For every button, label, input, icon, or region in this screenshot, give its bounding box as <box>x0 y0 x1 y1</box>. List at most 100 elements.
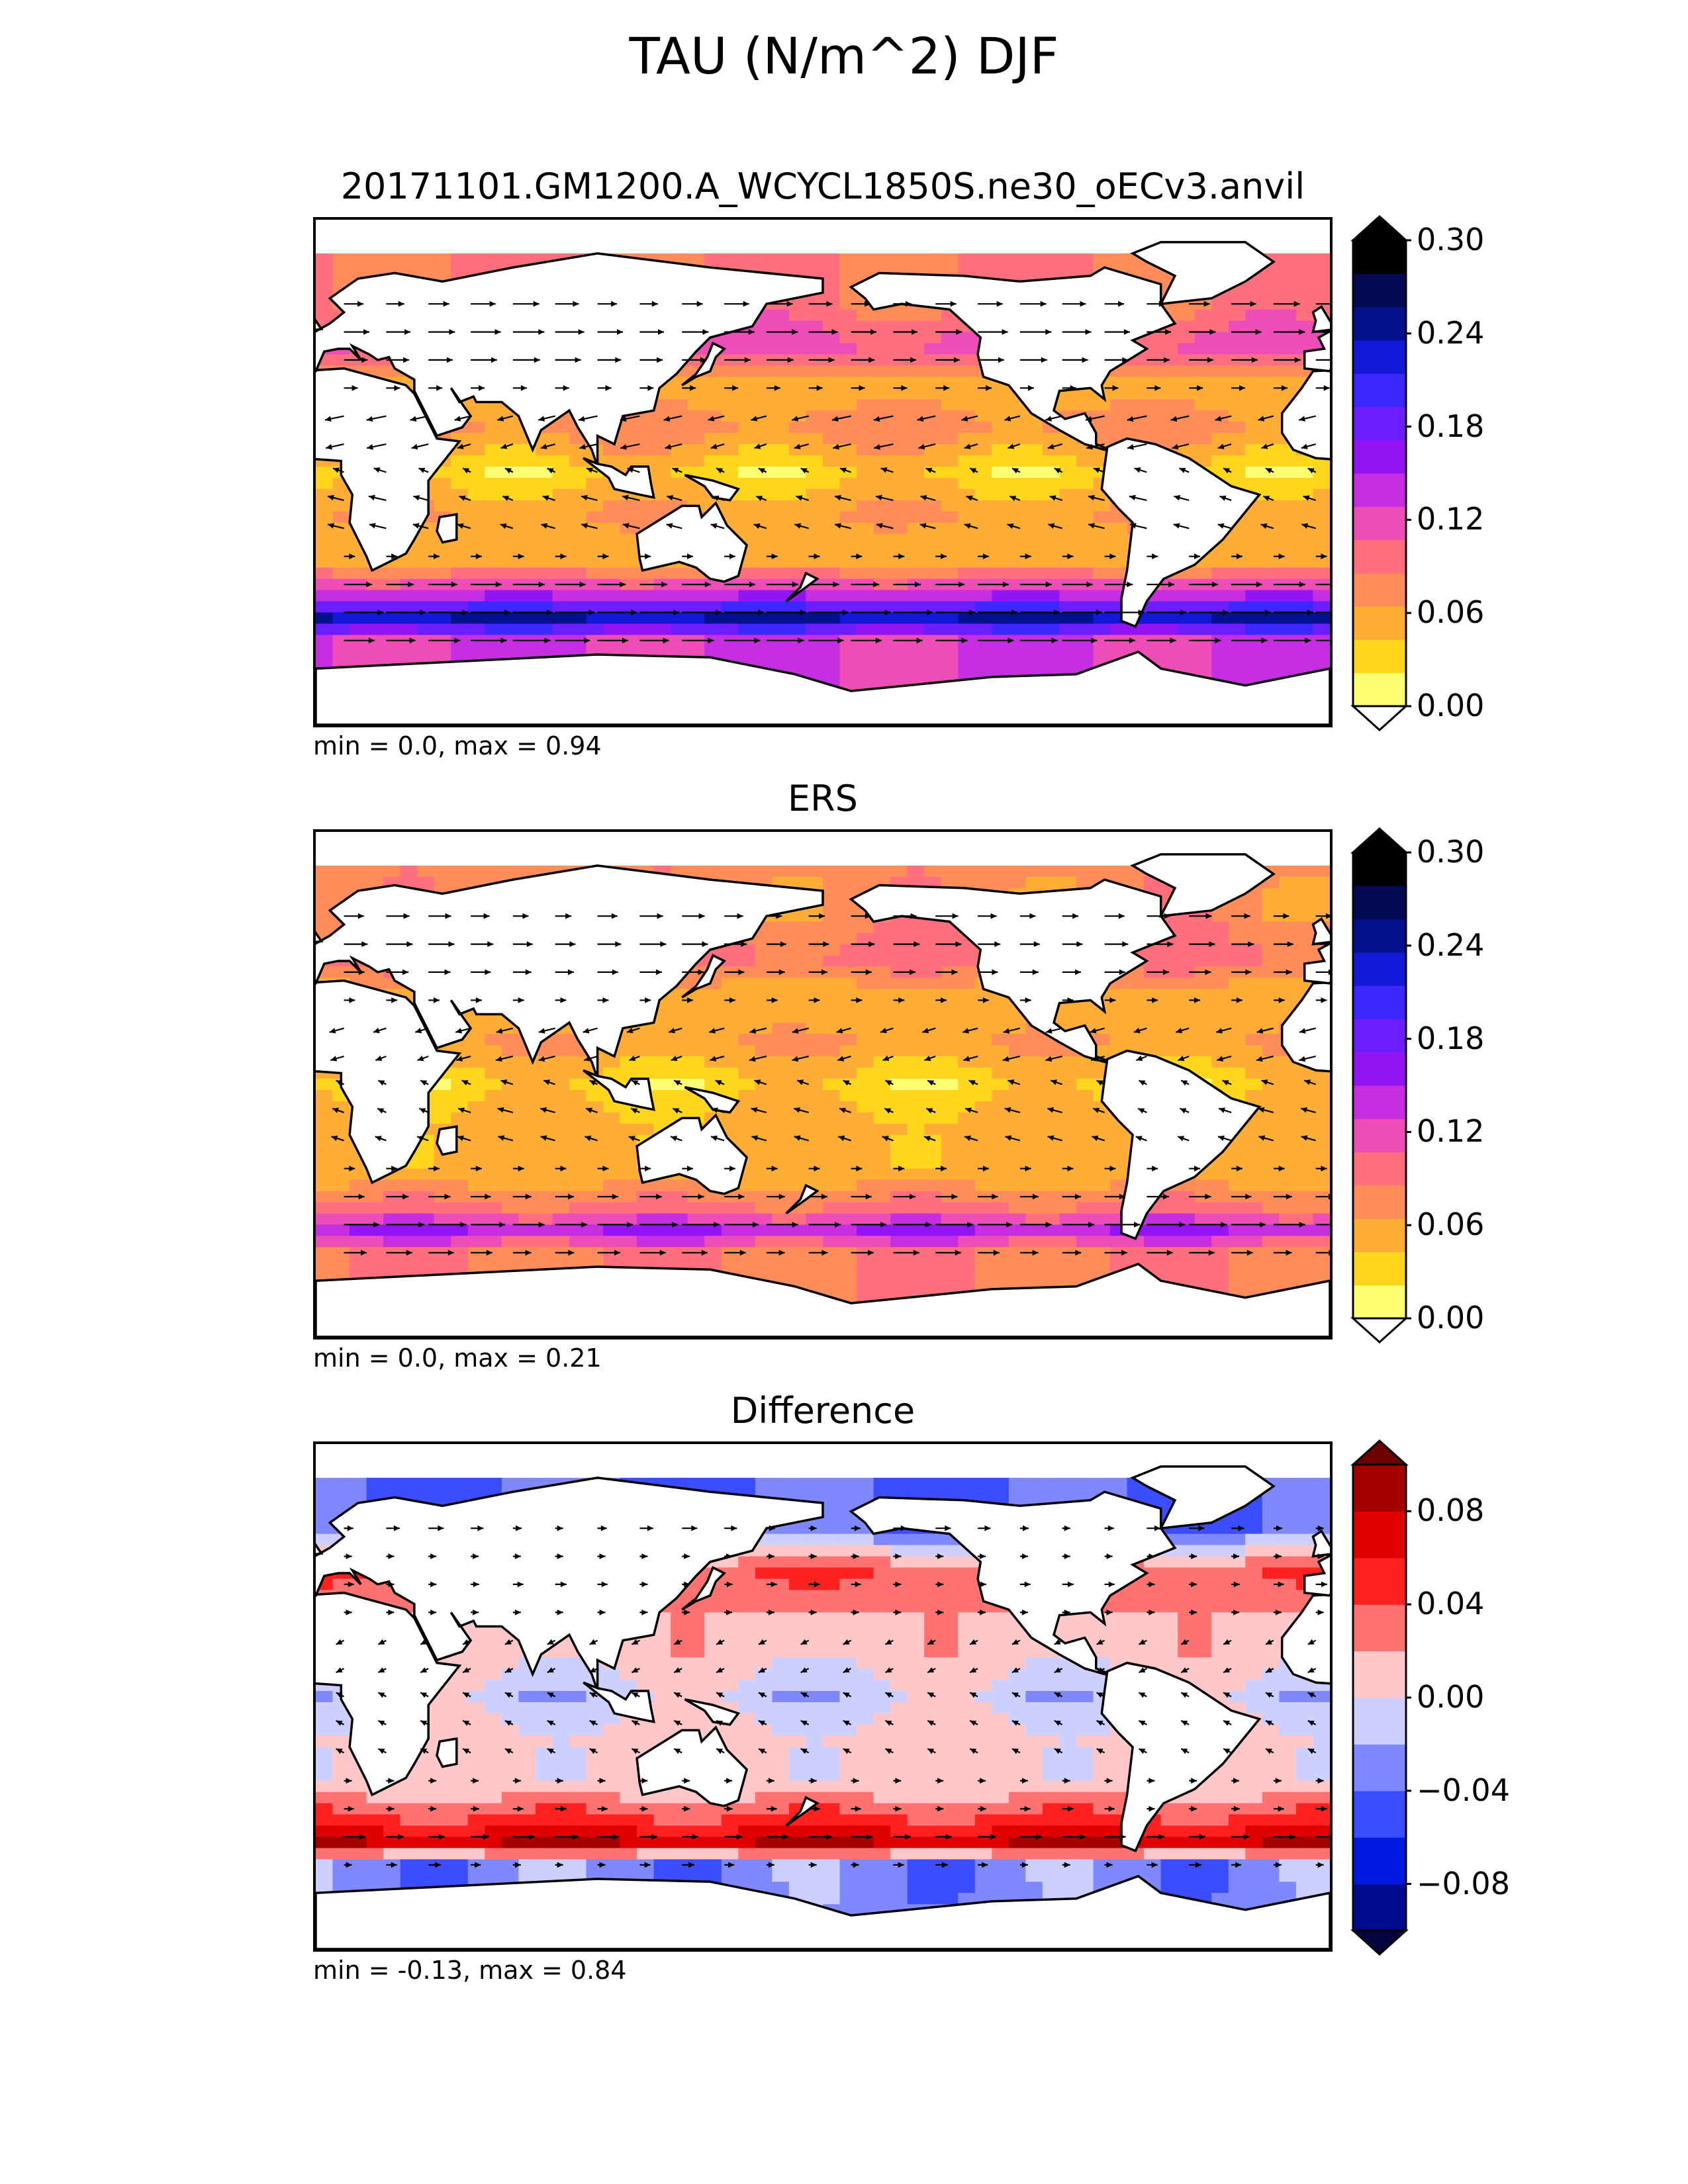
model-cell <box>1194 365 1212 378</box>
model-cell <box>788 444 807 456</box>
ers-cell <box>485 1213 502 1226</box>
model-vector-head <box>1085 416 1092 422</box>
ers-cell <box>806 1056 823 1068</box>
model-cell <box>1093 612 1111 625</box>
ers-cell <box>806 1112 823 1124</box>
model-cell <box>806 601 823 614</box>
model-vector-head <box>479 385 485 391</box>
ers-cell <box>332 1191 350 1203</box>
ers-cell <box>839 876 857 889</box>
model-cell <box>1042 433 1060 445</box>
ers-cell <box>400 1224 418 1237</box>
model-cell <box>958 646 976 659</box>
model-cell <box>958 354 976 367</box>
ers-cell <box>653 1034 671 1046</box>
ers-cell <box>958 966 976 979</box>
model-vector-head <box>449 329 455 335</box>
model-cell <box>907 533 925 546</box>
model-cell <box>467 612 486 625</box>
model-cell <box>1228 365 1246 378</box>
model-cell <box>366 264 384 277</box>
model-cell <box>907 343 925 355</box>
model-cell <box>467 646 486 659</box>
ers-cell <box>941 1000 959 1013</box>
ers-cell <box>924 1011 942 1024</box>
model-colorbar-segment <box>1353 639 1406 674</box>
ers-cell <box>958 1090 976 1102</box>
panel-title-ers: ERS <box>788 778 858 819</box>
model-cell <box>755 332 773 344</box>
model-cell <box>350 567 367 580</box>
model-cell <box>687 623 705 636</box>
model-cell <box>518 500 536 512</box>
model-cell <box>671 455 688 467</box>
model-vector-head <box>1045 329 1052 335</box>
model-colorbar-extend-high <box>1350 215 1409 242</box>
model-cell <box>535 500 553 512</box>
ers-cell <box>316 1079 334 1091</box>
model-cell <box>1042 455 1060 467</box>
model-cell <box>1042 511 1060 523</box>
ers-cell <box>941 978 959 990</box>
ers-cell <box>823 1202 841 1214</box>
model-cell <box>907 556 925 569</box>
ers-cell <box>1211 910 1229 923</box>
ers-cell <box>518 1112 536 1124</box>
model-cell <box>839 522 857 535</box>
ers-cell <box>467 1123 486 1136</box>
ers-cell <box>1076 1134 1094 1147</box>
ers-cell <box>1228 933 1246 945</box>
model-vector-head <box>998 357 1004 363</box>
model-cell <box>434 500 451 512</box>
ers-cell <box>974 1023 993 1034</box>
model-cell <box>839 433 857 445</box>
model-cell <box>501 545 520 557</box>
model-cell <box>671 646 688 659</box>
model-cell <box>501 478 520 490</box>
model-cell <box>586 511 604 523</box>
model-cell <box>958 343 976 355</box>
model-cell <box>400 623 418 636</box>
ers-cell <box>603 1157 621 1169</box>
model-cell <box>1228 422 1246 433</box>
model-cell <box>366 612 384 625</box>
model-cell <box>772 320 790 333</box>
model-cell <box>1313 264 1330 277</box>
ers-cell <box>704 1011 722 1024</box>
ers-cell <box>823 978 841 990</box>
model-cell <box>417 635 435 647</box>
model-cell <box>958 668 976 680</box>
ers-cell <box>1160 1000 1178 1013</box>
model-vector-head <box>1053 610 1060 615</box>
model-vector-head <box>696 300 703 307</box>
model-cell <box>332 533 350 546</box>
ers-cell <box>772 1056 790 1068</box>
model-cell <box>806 433 823 445</box>
model-cell <box>1279 567 1297 580</box>
ers-cell <box>857 1179 874 1192</box>
model-cell <box>653 601 671 614</box>
ers-cell <box>586 1179 604 1192</box>
model-vector-head <box>1164 357 1170 363</box>
ers-cell <box>485 1202 502 1214</box>
model-cell <box>1093 567 1111 580</box>
ers-cell <box>451 1112 469 1124</box>
model-cell <box>907 511 925 523</box>
model-cell <box>1245 612 1263 625</box>
ers-cell <box>924 1146 942 1158</box>
ers-cell <box>890 921 908 934</box>
model-cell <box>653 399 671 412</box>
model-cell <box>806 377 823 389</box>
model-vector-head <box>702 329 709 335</box>
ers-cell <box>1093 1191 1111 1203</box>
ers-cell <box>671 1179 688 1192</box>
model-vector-head <box>1219 495 1227 501</box>
ers-cell <box>772 1090 790 1102</box>
model-vector-head <box>1239 385 1246 391</box>
model-cell <box>788 332 807 344</box>
ers-cell <box>1076 1191 1094 1203</box>
model-cell <box>467 433 486 445</box>
model-colorbar-frame <box>1352 239 1407 707</box>
model-vector-head <box>497 416 504 422</box>
ers-cell <box>992 1000 1009 1013</box>
